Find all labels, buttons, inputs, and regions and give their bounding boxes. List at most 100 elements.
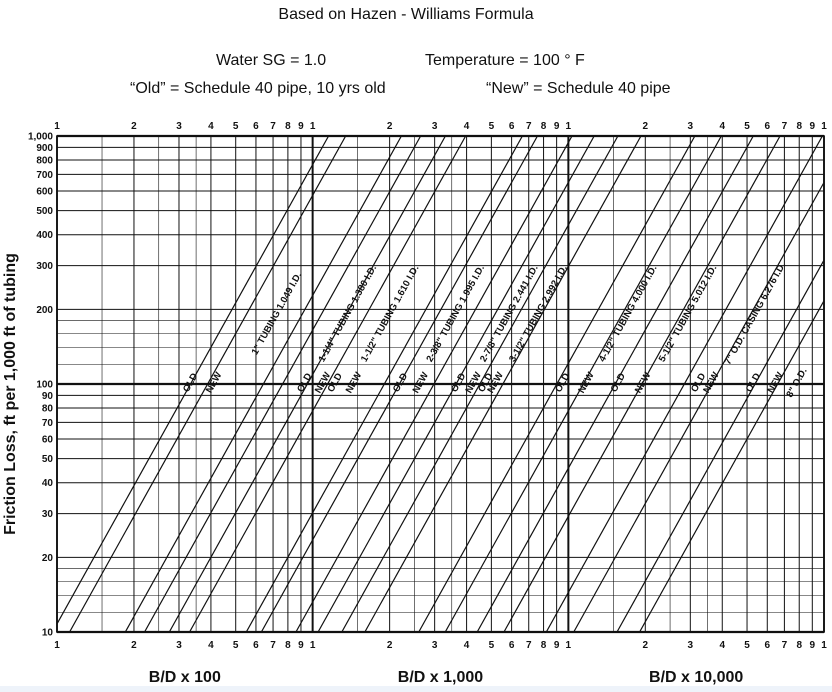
y-tick-label: 60 xyxy=(42,435,54,446)
x-tick-label-bottom: 1 xyxy=(310,640,316,651)
y-tick-label: 500 xyxy=(36,206,53,217)
y-tick-label: 800 xyxy=(36,156,53,167)
friction-line xyxy=(573,181,824,632)
x-tick-label-top: 3 xyxy=(176,121,182,132)
friction-line xyxy=(144,136,422,632)
series-label: 2-3/8" TUBING 1.995 I.D. xyxy=(424,263,487,364)
x-tick-label-top: 5 xyxy=(744,121,750,132)
friction-line xyxy=(317,136,595,632)
series-lines xyxy=(57,136,824,632)
x-tick-label-top: 1 xyxy=(566,121,572,132)
series-label: OLD xyxy=(553,371,572,394)
y-tick-label: 30 xyxy=(42,509,54,520)
x-tick-label-top: 3 xyxy=(688,121,694,132)
x-tick-label-top: 2 xyxy=(643,121,649,132)
series-label: 1" TUBING 1.049 I.D. xyxy=(250,270,305,356)
x-tick-label-bottom: 1 xyxy=(566,640,572,651)
x-tick-label-top: 7 xyxy=(270,121,276,132)
x-tick-label-bottom: 4 xyxy=(208,640,214,651)
friction-line xyxy=(444,136,722,632)
series-label: OLD xyxy=(609,371,628,394)
series-label: OLD xyxy=(295,371,314,394)
x-tick-label-bottom: 7 xyxy=(782,640,788,651)
x-tick-label-bottom: 8 xyxy=(796,640,802,651)
friction-line xyxy=(364,136,642,632)
x-tick-label-top: 5 xyxy=(233,121,239,132)
x-tick-label-top: 1 xyxy=(821,121,827,132)
x-tick-label-top: 9 xyxy=(810,121,816,132)
y-tick-label: 400 xyxy=(36,230,53,241)
x-decade-label: B/D x 1,000 xyxy=(398,669,483,686)
y-tick-label: 20 xyxy=(42,553,54,564)
x-tick-label-bottom: 5 xyxy=(744,640,750,651)
water-sg-note: Water SG = 1.0 xyxy=(216,52,327,69)
x-decade-label: B/D x 10,000 xyxy=(649,669,743,686)
x-decade-label: B/D x 100 xyxy=(149,669,221,686)
x-tick-label-top: 7 xyxy=(526,121,532,132)
series-label: NEW xyxy=(344,370,364,395)
x-tick-label-top: 1 xyxy=(54,121,60,132)
series-label: 5-1/2" TUBING 5.012 I.D. xyxy=(657,263,720,364)
x-tick-label-bottom: 8 xyxy=(285,640,291,651)
x-tick-label-bottom: 2 xyxy=(643,640,649,651)
x-tick-label-top: 1 xyxy=(310,121,316,132)
friction-line xyxy=(616,258,824,632)
x-tick-label-bottom: 3 xyxy=(176,640,182,651)
x-tick-label-top: 6 xyxy=(509,121,515,132)
x-tick-label-bottom: 5 xyxy=(489,640,495,651)
x-tick-label-top: 4 xyxy=(719,121,725,132)
x-tick-label-bottom: 5 xyxy=(233,640,239,651)
series-label: 4-1/2" TUBING 4.000 I.D. xyxy=(597,263,660,364)
friction-line xyxy=(295,136,573,632)
x-tick-label-bottom: 2 xyxy=(387,640,393,651)
friction-line xyxy=(260,136,538,632)
series-label: OLD xyxy=(181,371,200,394)
x-tick-label-top: 2 xyxy=(131,121,137,132)
x-tick-label-bottom: 3 xyxy=(432,640,438,651)
y-tick-label: 80 xyxy=(42,404,54,415)
x-tick-label-bottom: 9 xyxy=(554,640,560,651)
plot-frame xyxy=(56,135,825,633)
friction-line xyxy=(69,136,347,632)
y-tick-label: 900 xyxy=(36,143,53,154)
x-tick-label-top: 6 xyxy=(764,121,770,132)
y-tick-label: 70 xyxy=(42,418,54,429)
series-label: NEW xyxy=(633,370,653,395)
x-tick-label-top: 9 xyxy=(554,121,560,132)
x-tick-label-bottom: 3 xyxy=(688,640,694,651)
y-tick-label: 300 xyxy=(36,261,53,272)
x-tick-label-bottom: 8 xyxy=(541,640,547,651)
series-label: NEW xyxy=(411,370,431,395)
friction-line xyxy=(639,299,824,632)
x-tick-label-bottom: 6 xyxy=(253,640,259,651)
series-label: NEW xyxy=(766,370,786,395)
friction-line xyxy=(476,136,754,632)
friction-line xyxy=(341,136,619,632)
grid xyxy=(56,134,825,634)
x-tick-label-bottom: 2 xyxy=(131,640,137,651)
x-tick-label-top: 7 xyxy=(782,121,788,132)
temperature-note: Temperature = 100 ° F xyxy=(425,52,585,69)
x-tick-label-top: 8 xyxy=(285,121,291,132)
x-tick-label-bottom: 7 xyxy=(526,640,532,651)
y-axis-title: Friction Loss, ft per 1,000 ft of tubing xyxy=(2,253,19,535)
x-tick-label-top: 2 xyxy=(387,121,393,132)
new-definition-note: “New” = Schedule 40 pipe xyxy=(486,80,671,97)
x-tick-label-bottom: 6 xyxy=(764,640,770,651)
friction-line xyxy=(245,136,523,632)
friction-line xyxy=(168,136,446,632)
y-tick-label: 1,000 xyxy=(28,132,53,143)
y-tick-label: 90 xyxy=(42,391,54,402)
series-label: NEW xyxy=(204,370,224,395)
y-tick-label: 600 xyxy=(36,187,53,198)
series-label: 8" O.D. xyxy=(784,366,809,399)
friction-line xyxy=(503,136,781,632)
x-tick-label-top: 9 xyxy=(298,121,304,132)
x-tick-label-bottom: 7 xyxy=(270,640,276,651)
friction-line xyxy=(189,136,467,632)
series-label: 7" O.D. CASING 6.276 I.D. xyxy=(723,261,789,367)
y-tick-label: 10 xyxy=(42,628,54,639)
x-tick-label-top: 4 xyxy=(464,121,470,132)
